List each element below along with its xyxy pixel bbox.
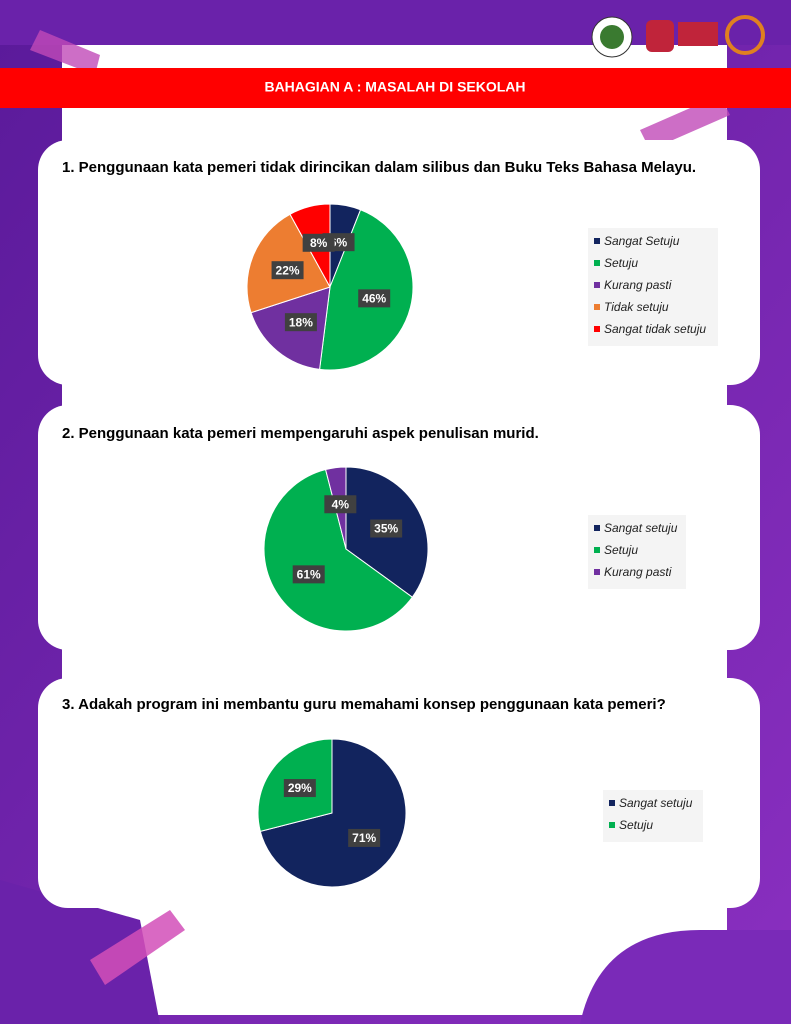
legend-swatch [609,822,615,828]
header-banner [0,68,791,108]
value-label-box [284,313,317,332]
value-label: 18% [289,315,313,329]
chart-title: 2. Penggunaan kata pemeri mempengaruhi a… [62,425,539,442]
value-label: 4% [332,497,350,511]
legend-label: Kurang pasti [604,565,672,579]
chart-title: 3. Adakah program ini membantu guru mema… [62,696,666,713]
legend-swatch [594,238,600,244]
legend-swatch [594,326,600,332]
legend-box [588,515,686,589]
value-label: 35% [374,522,398,536]
legend-swatch [594,260,600,266]
value-label: 46% [362,292,386,306]
value-label: 71% [352,831,376,845]
decor [90,910,185,985]
legend-label: Tidak setuju [604,300,669,314]
value-label-box [292,565,325,584]
logo [600,25,624,49]
logo [646,20,674,52]
legend-label: Setuju [604,543,638,557]
decor [30,30,100,75]
decor [580,930,791,1024]
value-label: 22% [276,263,300,277]
value-label-box [302,233,335,252]
value-label-box [324,495,357,514]
value-label-box [370,519,403,538]
legend-label: Sangat tidak setuju [604,322,706,336]
value-label-box [271,261,304,280]
decor [0,880,160,1024]
legend-label: Sangat Setuju [604,234,680,248]
decor [640,95,730,150]
value-label: 61% [297,568,321,582]
legend-label: Setuju [619,818,653,832]
legend-swatch [594,282,600,288]
pie-slice [263,468,414,632]
value-label-box [358,289,391,308]
legend-box [603,790,703,842]
legend-label: Sangat setuju [604,521,678,535]
value-label: 8% [310,236,328,250]
legend-swatch [594,569,600,575]
logo [678,22,718,46]
legend-swatch [609,800,615,806]
pie-slice [259,738,407,888]
value-label-box [348,828,381,847]
header-title: BAHAGIAN A : MASALAH DI SEKOLAH [264,79,525,95]
legend-box [588,228,718,346]
value-label: 29% [288,781,312,795]
legend-label: Sangat setuju [619,796,693,810]
legend-swatch [594,304,600,310]
logo [725,15,765,55]
chart-title: 1. Penggunaan kata pemeri tidak dirincik… [62,159,696,176]
legend-swatch [594,525,600,531]
legend-swatch [594,547,600,553]
legend-label: Kurang pasti [604,278,672,292]
value-label-box [283,779,316,798]
legend-label: Setuju [604,256,638,270]
